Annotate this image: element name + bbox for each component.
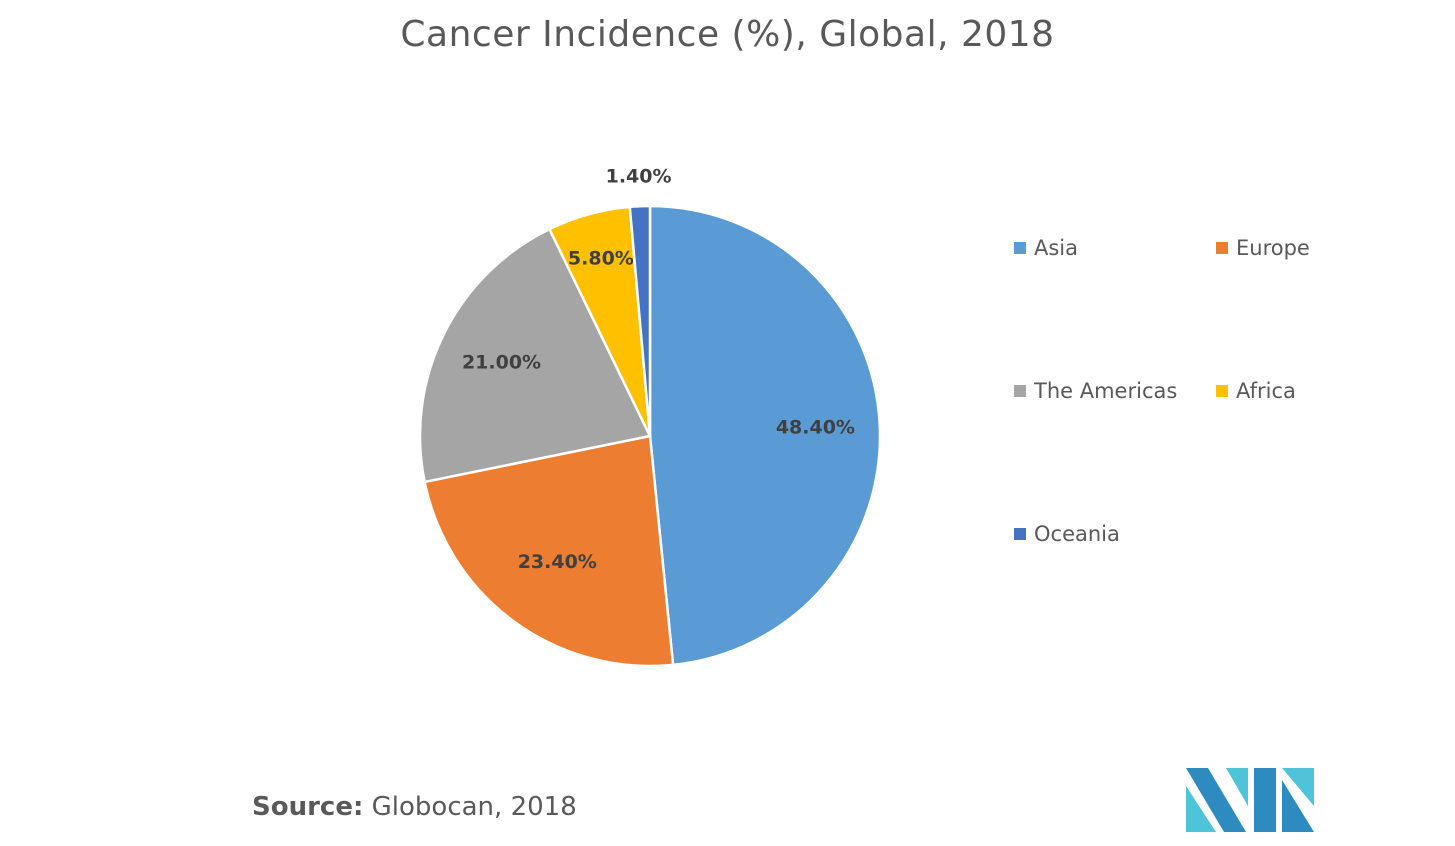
data-label-oceania: 1.40%	[606, 165, 672, 187]
data-label-asia: 48.40%	[776, 417, 855, 439]
legend-label: The Americas	[1034, 379, 1178, 403]
pie-slice-europe	[423, 434, 675, 668]
pie-slice-oceania	[628, 204, 652, 437]
source-label: Source:	[252, 792, 364, 822]
pie-slice-asia	[648, 204, 882, 667]
legend-item-the-americas: The Americas	[1014, 379, 1177, 403]
legend-swatch	[1216, 242, 1228, 254]
legend-swatch	[1014, 242, 1026, 254]
legend-swatch	[1014, 385, 1026, 397]
legend-item-europe: Europe	[1216, 236, 1310, 260]
data-label-europe: 23.40%	[518, 551, 597, 573]
legend-item-asia: Asia	[1014, 236, 1078, 260]
legend-swatch	[1216, 385, 1228, 397]
data-label-the-americas: 21.00%	[462, 352, 541, 374]
source-text: Globocan, 2018	[371, 792, 577, 822]
source-note: Source: Globocan, 2018	[252, 792, 577, 822]
company-logo	[1186, 768, 1314, 832]
legend-label: Europe	[1236, 236, 1310, 260]
legend-item-oceania: Oceania	[1014, 522, 1120, 546]
legend-label: Africa	[1236, 379, 1296, 403]
chart-title: Cancer Incidence (%), Global, 2018	[400, 14, 1055, 55]
data-label-africa: 5.80%	[568, 248, 634, 270]
pie-slice-the-americas	[418, 227, 652, 484]
legend-item-africa: Africa	[1216, 379, 1296, 403]
legend-label: Asia	[1034, 236, 1079, 260]
legend-swatch	[1014, 528, 1026, 540]
legend-label: Oceania	[1034, 522, 1120, 546]
